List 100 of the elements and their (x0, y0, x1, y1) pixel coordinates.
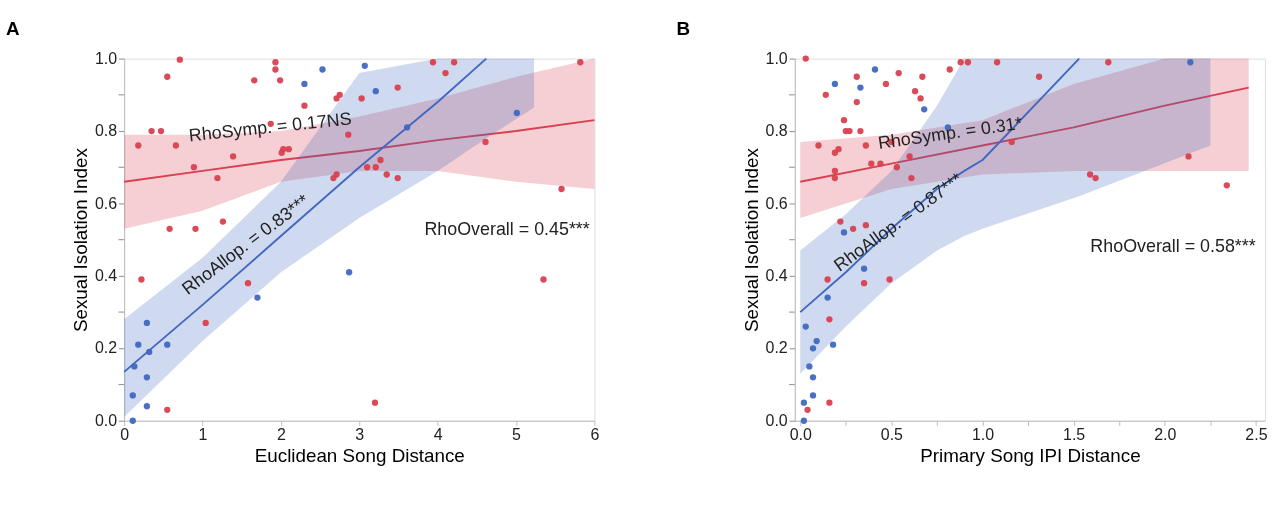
point (429, 59, 437, 66)
x-tick-label: 6 (590, 426, 600, 444)
point (383, 171, 390, 178)
y-tick-label: 0.2 (765, 339, 788, 357)
point (442, 69, 449, 77)
point (143, 374, 151, 381)
point (363, 164, 371, 171)
point (809, 374, 817, 381)
point (993, 59, 1001, 66)
point (131, 363, 138, 370)
x-tick-label: 2.5 (1245, 426, 1268, 444)
point (1185, 153, 1192, 160)
point (251, 77, 258, 84)
point (358, 95, 365, 102)
y-tick-label: 0.6 (765, 194, 788, 212)
point (319, 66, 326, 73)
point (254, 294, 261, 301)
point (868, 160, 875, 167)
point (513, 109, 520, 117)
point (860, 279, 868, 287)
point (1086, 171, 1094, 178)
x-tick-label: 0.0 (789, 426, 812, 444)
chart-title: B (676, 18, 691, 40)
point (857, 127, 864, 135)
point (826, 316, 833, 323)
point (853, 98, 860, 106)
point (840, 117, 848, 124)
point (135, 341, 142, 348)
point (157, 127, 165, 135)
point (394, 174, 401, 182)
point (345, 131, 352, 138)
point (361, 62, 368, 70)
point (143, 319, 151, 327)
x-tick-label: 1.0 (971, 426, 995, 444)
point (813, 337, 820, 345)
point (911, 88, 919, 95)
point (148, 127, 155, 135)
x-tick-label: 0 (120, 426, 130, 444)
point (919, 73, 926, 80)
point (871, 66, 879, 73)
point (917, 95, 924, 102)
point (558, 185, 565, 193)
annotation: RhoSymp. = 0.31* (876, 112, 1024, 153)
x-tick-label: 5 (512, 426, 522, 444)
point (804, 406, 811, 414)
point (824, 276, 831, 283)
point (172, 142, 180, 149)
y-tick-label: 0.0 (765, 411, 788, 429)
point (946, 66, 953, 73)
point (190, 164, 198, 171)
point (450, 59, 458, 66)
annotation: RhoOverall = 0.58*** (1090, 236, 1256, 257)
y-tick-label: 0.2 (94, 339, 118, 357)
point (372, 164, 379, 171)
point (540, 276, 547, 283)
point (882, 80, 890, 88)
point (301, 80, 308, 88)
point (577, 59, 584, 66)
point (272, 66, 279, 73)
point (802, 55, 809, 62)
chart-title: A (5, 18, 20, 40)
point (214, 174, 221, 182)
point (129, 392, 136, 399)
point (482, 138, 489, 146)
x-tick-label: 1.5 (1063, 426, 1086, 444)
point (831, 174, 839, 182)
point (1008, 138, 1015, 146)
point (957, 59, 964, 66)
point (806, 363, 813, 370)
point (372, 88, 379, 95)
point (857, 84, 864, 91)
annotation: RhoSymp. = 0.17NS (187, 108, 353, 146)
y-tick-label: 0.4 (94, 267, 118, 285)
point (138, 276, 145, 283)
point (202, 319, 209, 327)
x-axis-title: Primary Song IPI Distance (920, 444, 1141, 466)
point (822, 91, 829, 98)
point (166, 225, 173, 232)
point (176, 56, 183, 63)
point (809, 345, 817, 352)
x-tick-label: 0.5 (880, 426, 904, 444)
point (403, 124, 411, 131)
point (146, 348, 153, 356)
point (815, 142, 822, 149)
point (835, 146, 842, 153)
y-tick-label: 1.0 (765, 49, 788, 67)
x-tick-label: 3 (355, 426, 365, 444)
x-tick-label: 4 (433, 426, 443, 444)
line-series (799, 57, 1081, 314)
point (906, 153, 913, 160)
point (964, 59, 972, 66)
x-tick-label: 1 (198, 426, 208, 444)
y-tick-label: 0.8 (94, 122, 118, 140)
y-axis-title: Sexual Isolation Index (740, 147, 762, 333)
point (164, 406, 171, 414)
point (829, 341, 837, 348)
point (826, 399, 833, 406)
point (285, 146, 292, 153)
y-tick-label: 0.6 (94, 194, 118, 212)
point (802, 323, 809, 330)
